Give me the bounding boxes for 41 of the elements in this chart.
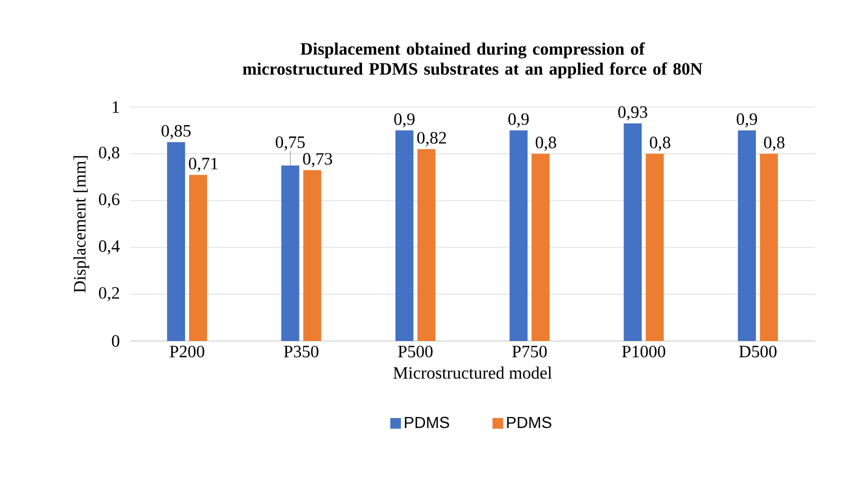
data-label: 0,9 xyxy=(508,113,529,128)
data-label: 0,8 xyxy=(650,136,670,151)
bar xyxy=(510,130,528,341)
bar xyxy=(624,123,642,341)
y-tick-label: 1 xyxy=(112,101,119,113)
data-label: 0,75 xyxy=(276,136,305,151)
x-tick-label: P750 xyxy=(512,346,547,358)
data-label: 0,8 xyxy=(536,136,556,151)
data-label: 0,9 xyxy=(394,113,415,128)
y-tick-label: 0,4 xyxy=(98,240,120,254)
bar xyxy=(760,154,778,341)
x-tick-label: P200 xyxy=(170,346,204,358)
bar xyxy=(646,154,664,341)
chart-title: Displacement obtained during compression of microstructured PDMS substrates at an applied force of 80N xyxy=(242,42,702,78)
y-tick-label: 0,8 xyxy=(98,146,120,161)
bar xyxy=(167,142,186,341)
x-axis-title: Microstructured model xyxy=(393,366,552,379)
data-label: 0,85 xyxy=(162,124,191,140)
x-tick-label: P1000 xyxy=(622,346,666,358)
data-label: 0,71 xyxy=(188,158,218,172)
y-tick-label: 0,6 xyxy=(98,194,120,208)
data-label: 0,93 xyxy=(618,106,648,120)
bar xyxy=(303,170,322,341)
data-label: 0,73 xyxy=(303,153,332,168)
x-tick-label: D500 xyxy=(739,346,777,358)
bar xyxy=(417,149,436,341)
bar xyxy=(281,165,300,341)
data-label: 0,82 xyxy=(417,132,446,146)
bar xyxy=(738,130,756,341)
bar xyxy=(395,130,414,341)
bar xyxy=(189,174,208,341)
data-label: 0,9 xyxy=(736,113,758,128)
data-label: 0,8 xyxy=(764,136,784,151)
x-tick-label: P350 xyxy=(284,346,318,358)
y-tick-label: 0,2 xyxy=(98,287,120,302)
legend-label: PDMS xyxy=(404,416,450,428)
x-tick-label: P500 xyxy=(398,346,433,358)
bar xyxy=(532,154,550,341)
legend-label: PDMS xyxy=(507,416,552,428)
y-tick-label: 0 xyxy=(112,335,120,347)
y-axis-title: Displacement [mm] xyxy=(73,156,90,293)
